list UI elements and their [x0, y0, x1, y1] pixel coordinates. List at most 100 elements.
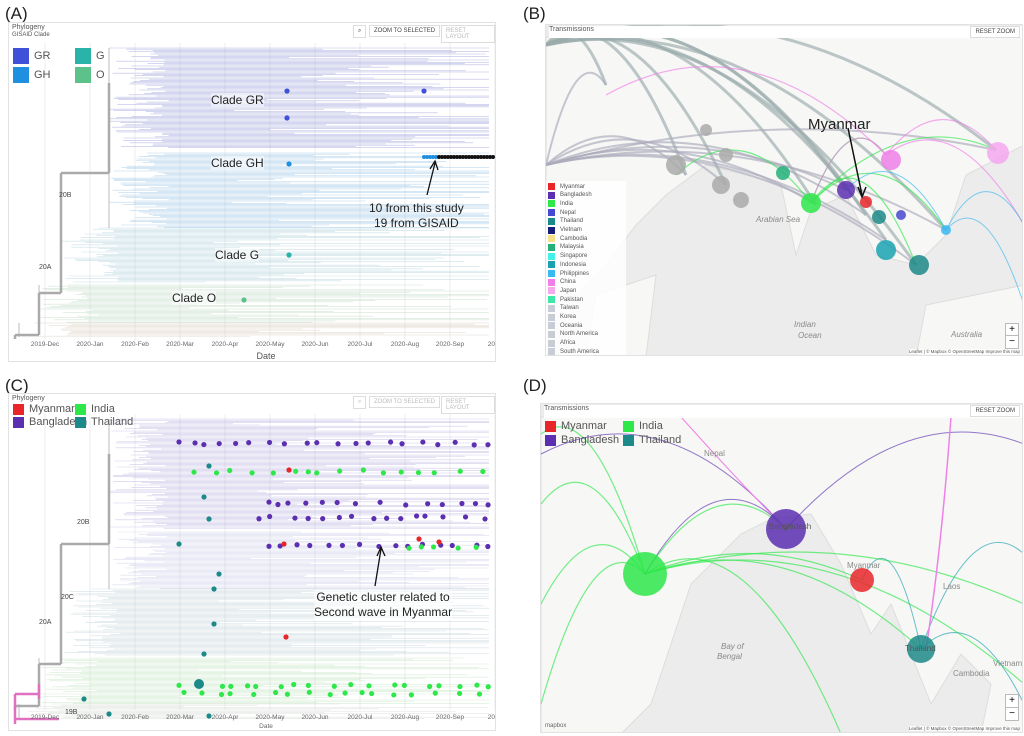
- zoom-to-selected-button[interactable]: ZOOM TO SELECTED: [369, 396, 441, 408]
- legend-label: Vietnam: [560, 227, 582, 233]
- zoom-in-button[interactable]: +: [1005, 694, 1019, 708]
- legend-item[interactable]: Vietnam: [548, 226, 582, 234]
- legend-item[interactable]: G: [75, 48, 105, 64]
- search-icon[interactable]: ⌕: [353, 396, 367, 409]
- legend-item[interactable]: Malaysia: [548, 243, 584, 251]
- tip-marker: [482, 516, 488, 522]
- legend-label: North America: [560, 331, 599, 338]
- legend-item[interactable]: India: [623, 420, 663, 432]
- legend-item[interactable]: GH: [13, 67, 51, 83]
- tip-marker: [281, 541, 287, 547]
- legend-item[interactable]: Thailand: [548, 217, 583, 225]
- legend-item[interactable]: Japan: [548, 287, 577, 295]
- zoom-to-selected-button[interactable]: ZOOM TO SELECTED: [369, 25, 441, 37]
- node-label: 19B: [65, 709, 78, 716]
- tip-marker: [476, 155, 480, 159]
- search-icon[interactable]: ⌕: [353, 25, 367, 38]
- transmissions-map-d[interactable]: Transmissions RESET ZOOM Myanmar India Ban…: [540, 403, 1023, 733]
- legend-label: Bangladesh: [560, 192, 592, 199]
- node-label: 20A: [39, 619, 52, 626]
- location-marker: [801, 193, 821, 213]
- tip-marker: [194, 679, 204, 689]
- legend-item[interactable]: Indonesia: [548, 261, 587, 269]
- panel-b-label: (B): [523, 4, 546, 23]
- legend-item[interactable]: Oceania: [548, 322, 582, 330]
- legend-item[interactable]: Myanmar: [548, 183, 585, 190]
- tip-marker: [267, 513, 273, 520]
- tip-marker: [476, 691, 483, 697]
- legend-label: Malaysia: [560, 244, 584, 251]
- legend-item[interactable]: Singapore: [548, 252, 587, 260]
- legend-item[interactable]: China: [548, 278, 576, 286]
- x-tick-label: 2020-Sep: [435, 341, 465, 348]
- legend-item[interactable]: Myanmar: [545, 420, 607, 432]
- tip-marker: [458, 155, 462, 159]
- tip-marker: [425, 155, 429, 159]
- transmission-line: [861, 558, 922, 650]
- tip-marker: [339, 542, 346, 549]
- reset-zoom-button[interactable]: RESET ZOOM: [970, 26, 1020, 38]
- legend-item[interactable]: Cambodia: [548, 235, 587, 243]
- tip-marker: [406, 545, 412, 551]
- legend-item[interactable]: Philippines: [548, 270, 589, 277]
- tip-marker: [201, 441, 207, 448]
- tip-marker: [277, 543, 283, 549]
- map-attribution[interactable]: Leaflet | © Mapbox © OpenStreetMap Impro…: [908, 726, 1020, 731]
- reset-zoom-button[interactable]: RESET ZOOM: [970, 405, 1020, 417]
- legend-swatch: [75, 403, 86, 415]
- tip-marker: [398, 469, 404, 475]
- tip-marker: [326, 542, 332, 548]
- map-label: Thailand: [905, 644, 936, 653]
- legend-item[interactable]: South America: [548, 348, 599, 355]
- tip-marker: [485, 684, 491, 690]
- arrow-icon: [847, 127, 867, 200]
- legend-item[interactable]: GR: [13, 48, 51, 64]
- x-axis-label: Date: [254, 351, 278, 361]
- legend-item[interactable]: India: [548, 200, 573, 208]
- legend-item[interactable]: Nepal: [548, 209, 576, 217]
- x-tick-label: 2020-Aug: [390, 714, 420, 721]
- tip-marker: [430, 544, 437, 550]
- tip-marker: [342, 690, 348, 696]
- tip-marker: [359, 689, 365, 696]
- map[interactable]: [541, 404, 1023, 733]
- phylogeny-panel-c: Phylogeny ⌕ ZOOM TO SELECTED RESET LAYOU…: [8, 393, 496, 731]
- map-attribution[interactable]: Leaflet | © Mapbox © OpenStreetMap Impro…: [908, 349, 1020, 354]
- legend-item[interactable]: Pakistan: [548, 296, 583, 304]
- tip-marker: [305, 515, 311, 522]
- legend-label: Indonesia: [560, 261, 587, 268]
- tip-marker: [420, 439, 426, 445]
- legend-item[interactable]: India: [75, 403, 115, 415]
- transmission-line: [644, 558, 841, 732]
- legend-item[interactable]: Korea: [548, 313, 577, 321]
- tip-marker: [422, 513, 428, 519]
- x-tick-label: 2020-Apr: [211, 714, 239, 721]
- transmissions-map-b[interactable]: Transmissions RESET ZOOM Myanmar Banglade…: [545, 24, 1023, 356]
- arrow-icon: [374, 545, 386, 587]
- tip-marker: [213, 470, 220, 476]
- legend-item[interactable]: Bangladesh: [545, 434, 619, 446]
- legend-item[interactable]: Taiwan: [548, 304, 579, 312]
- zoom-out-button[interactable]: −: [1005, 335, 1019, 349]
- legend-item[interactable]: Bangladesh: [548, 191, 592, 199]
- legend-item[interactable]: North America: [548, 330, 599, 338]
- tip-marker: [435, 442, 441, 448]
- legend-title[interactable]: GISAID Clade: [12, 32, 50, 38]
- legend-item[interactable]: Thailand: [75, 416, 133, 428]
- legend-item[interactable]: Myanmar: [13, 403, 75, 415]
- legend-label: Korea: [560, 314, 577, 320]
- legend-label: Japan: [560, 287, 577, 294]
- tip-marker: [292, 515, 298, 521]
- x-tick-label: 2020-May: [255, 714, 285, 721]
- legend-item[interactable]: O: [75, 67, 105, 83]
- legend-item[interactable]: Africa: [548, 339, 575, 347]
- transmission-line: [810, 172, 947, 231]
- reset-layout-button[interactable]: RESET LAYOUT: [441, 25, 495, 43]
- legend-item[interactable]: Bangladesh: [13, 416, 87, 428]
- location-marker: [733, 192, 749, 208]
- legend-swatch: [623, 434, 634, 446]
- legend-item[interactable]: Thailand: [623, 434, 681, 446]
- tip-marker: [233, 440, 239, 447]
- reset-layout-button[interactable]: RESET LAYOUT: [441, 396, 495, 414]
- zoom-out-button[interactable]: −: [1005, 707, 1019, 721]
